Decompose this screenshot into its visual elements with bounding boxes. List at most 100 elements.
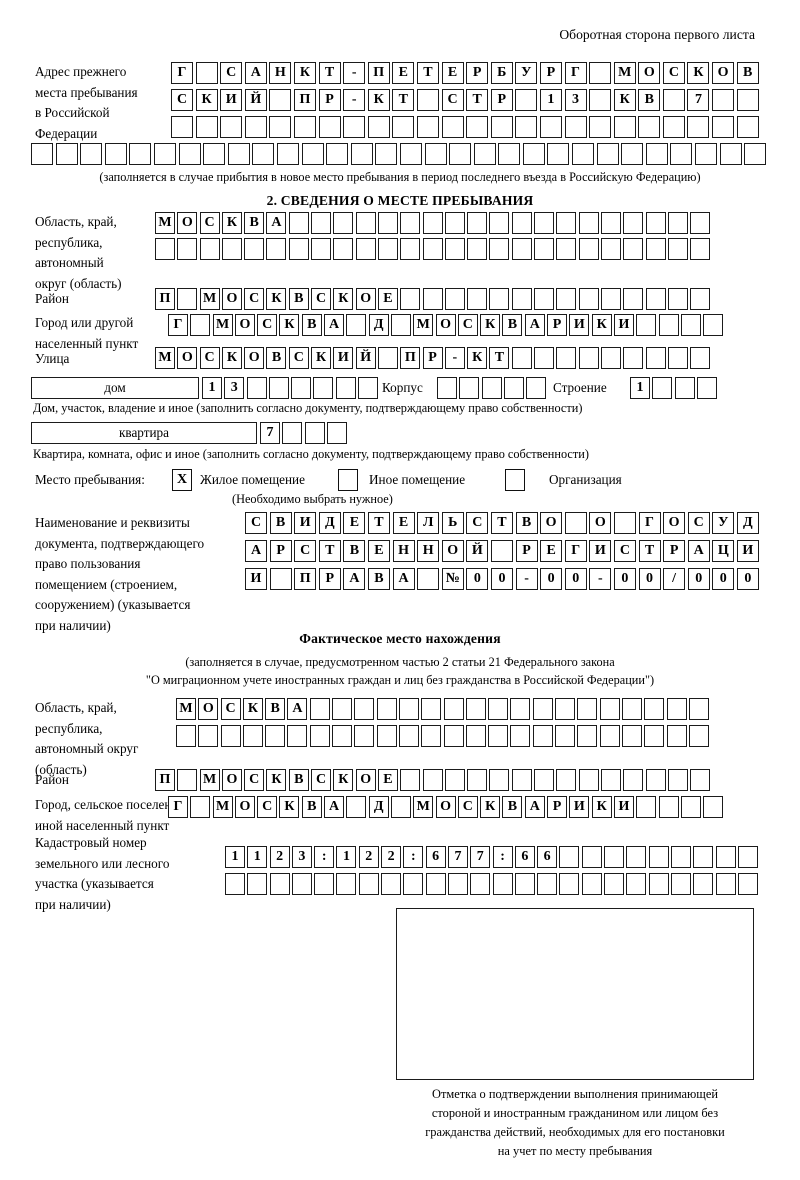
char-cell[interactable]: [246, 377, 267, 399]
char-cell[interactable]: К: [591, 796, 612, 818]
char-cell[interactable]: [293, 116, 316, 138]
char-cell[interactable]: С: [244, 288, 265, 310]
char-cell[interactable]: Е: [377, 769, 398, 791]
char-cell[interactable]: [176, 725, 196, 747]
char-cell[interactable]: К: [480, 314, 501, 336]
char-cell[interactable]: К: [311, 347, 332, 369]
char-cell[interactable]: 1: [539, 89, 562, 111]
char-cell[interactable]: [467, 212, 488, 234]
char-cell[interactable]: [688, 725, 709, 747]
char-cell[interactable]: Г: [168, 314, 188, 336]
char-cell[interactable]: О: [177, 212, 198, 234]
char-cell[interactable]: Е: [540, 540, 563, 562]
char-cell[interactable]: [318, 116, 341, 138]
char-cell[interactable]: [648, 846, 669, 868]
char-cell[interactable]: К: [480, 796, 501, 818]
char-cell[interactable]: [690, 212, 711, 234]
char-cell[interactable]: Т: [490, 512, 513, 534]
char-cell[interactable]: Т: [318, 62, 341, 84]
char-cell[interactable]: [269, 116, 292, 138]
char-cell[interactable]: [652, 377, 673, 399]
char-cell[interactable]: У: [712, 512, 735, 534]
char-cell[interactable]: [377, 238, 398, 260]
char-cell[interactable]: [621, 143, 644, 165]
char-cell[interactable]: [311, 238, 332, 260]
char-cell[interactable]: [589, 116, 612, 138]
char-cell[interactable]: [392, 116, 415, 138]
char-cell[interactable]: [589, 62, 612, 84]
char-cell[interactable]: [599, 698, 620, 720]
char-cell[interactable]: [511, 212, 532, 234]
char-cell[interactable]: [532, 725, 553, 747]
char-cell[interactable]: [178, 143, 201, 165]
char-cell[interactable]: Г: [168, 796, 188, 818]
char-cell[interactable]: [332, 698, 353, 720]
char-cell[interactable]: 0: [564, 568, 587, 590]
char-cell[interactable]: [600, 288, 621, 310]
char-cell[interactable]: [390, 796, 411, 818]
char-cell[interactable]: Р: [490, 89, 513, 111]
char-cell[interactable]: С: [441, 89, 464, 111]
char-cell[interactable]: [326, 143, 349, 165]
char-cell[interactable]: [400, 769, 421, 791]
char-cell[interactable]: 0: [638, 568, 661, 590]
char-cell[interactable]: [424, 143, 447, 165]
char-cell[interactable]: :: [403, 846, 424, 868]
char-cell[interactable]: [473, 143, 496, 165]
char-cell[interactable]: [645, 212, 666, 234]
char-cell[interactable]: [336, 873, 357, 895]
char-cell[interactable]: А: [343, 568, 366, 590]
char-cell[interactable]: И: [589, 540, 612, 562]
char-cell[interactable]: П: [367, 62, 390, 84]
char-cell[interactable]: Е: [392, 512, 415, 534]
char-cell[interactable]: С: [257, 314, 278, 336]
char-cell[interactable]: [556, 288, 577, 310]
char-cell[interactable]: О: [540, 512, 563, 534]
char-cell[interactable]: [581, 873, 602, 895]
char-cell[interactable]: [282, 422, 303, 444]
char-cell[interactable]: 6: [425, 846, 446, 868]
char-cell[interactable]: [736, 89, 759, 111]
char-cell[interactable]: А: [324, 796, 345, 818]
char-cell[interactable]: 6: [537, 846, 558, 868]
char-cell[interactable]: [690, 769, 711, 791]
section2-region-row-2[interactable]: [155, 238, 711, 260]
char-cell[interactable]: [658, 796, 679, 818]
char-cell[interactable]: [190, 314, 211, 336]
char-cell[interactable]: В: [244, 212, 265, 234]
char-cell[interactable]: [511, 347, 532, 369]
char-cell[interactable]: Д: [736, 512, 759, 534]
char-cell[interactable]: [534, 769, 555, 791]
char-cell[interactable]: К: [687, 62, 710, 84]
char-cell[interactable]: [578, 769, 599, 791]
char-cell[interactable]: -: [589, 568, 612, 590]
char-cell[interactable]: [488, 725, 509, 747]
char-cell[interactable]: [526, 377, 547, 399]
char-cell[interactable]: О: [712, 62, 735, 84]
char-cell[interactable]: [600, 769, 621, 791]
char-cell[interactable]: [623, 212, 644, 234]
char-cell[interactable]: [534, 347, 555, 369]
char-cell[interactable]: [534, 238, 555, 260]
char-cell[interactable]: [467, 238, 488, 260]
char-cell[interactable]: [690, 288, 711, 310]
char-cell[interactable]: О: [355, 288, 376, 310]
char-cell[interactable]: В: [266, 347, 287, 369]
char-cell[interactable]: И: [569, 796, 590, 818]
char-cell[interactable]: [311, 212, 332, 234]
char-cell[interactable]: С: [613, 540, 636, 562]
char-cell[interactable]: [667, 288, 688, 310]
char-cell[interactable]: [492, 873, 513, 895]
char-cell[interactable]: 0: [613, 568, 636, 590]
char-cell[interactable]: М: [413, 796, 434, 818]
char-cell[interactable]: Т: [489, 347, 510, 369]
char-cell[interactable]: [623, 347, 644, 369]
char-cell[interactable]: [498, 143, 521, 165]
char-cell[interactable]: П: [293, 89, 316, 111]
char-cell[interactable]: [326, 422, 347, 444]
char-cell[interactable]: [358, 873, 379, 895]
char-cell[interactable]: [693, 846, 714, 868]
